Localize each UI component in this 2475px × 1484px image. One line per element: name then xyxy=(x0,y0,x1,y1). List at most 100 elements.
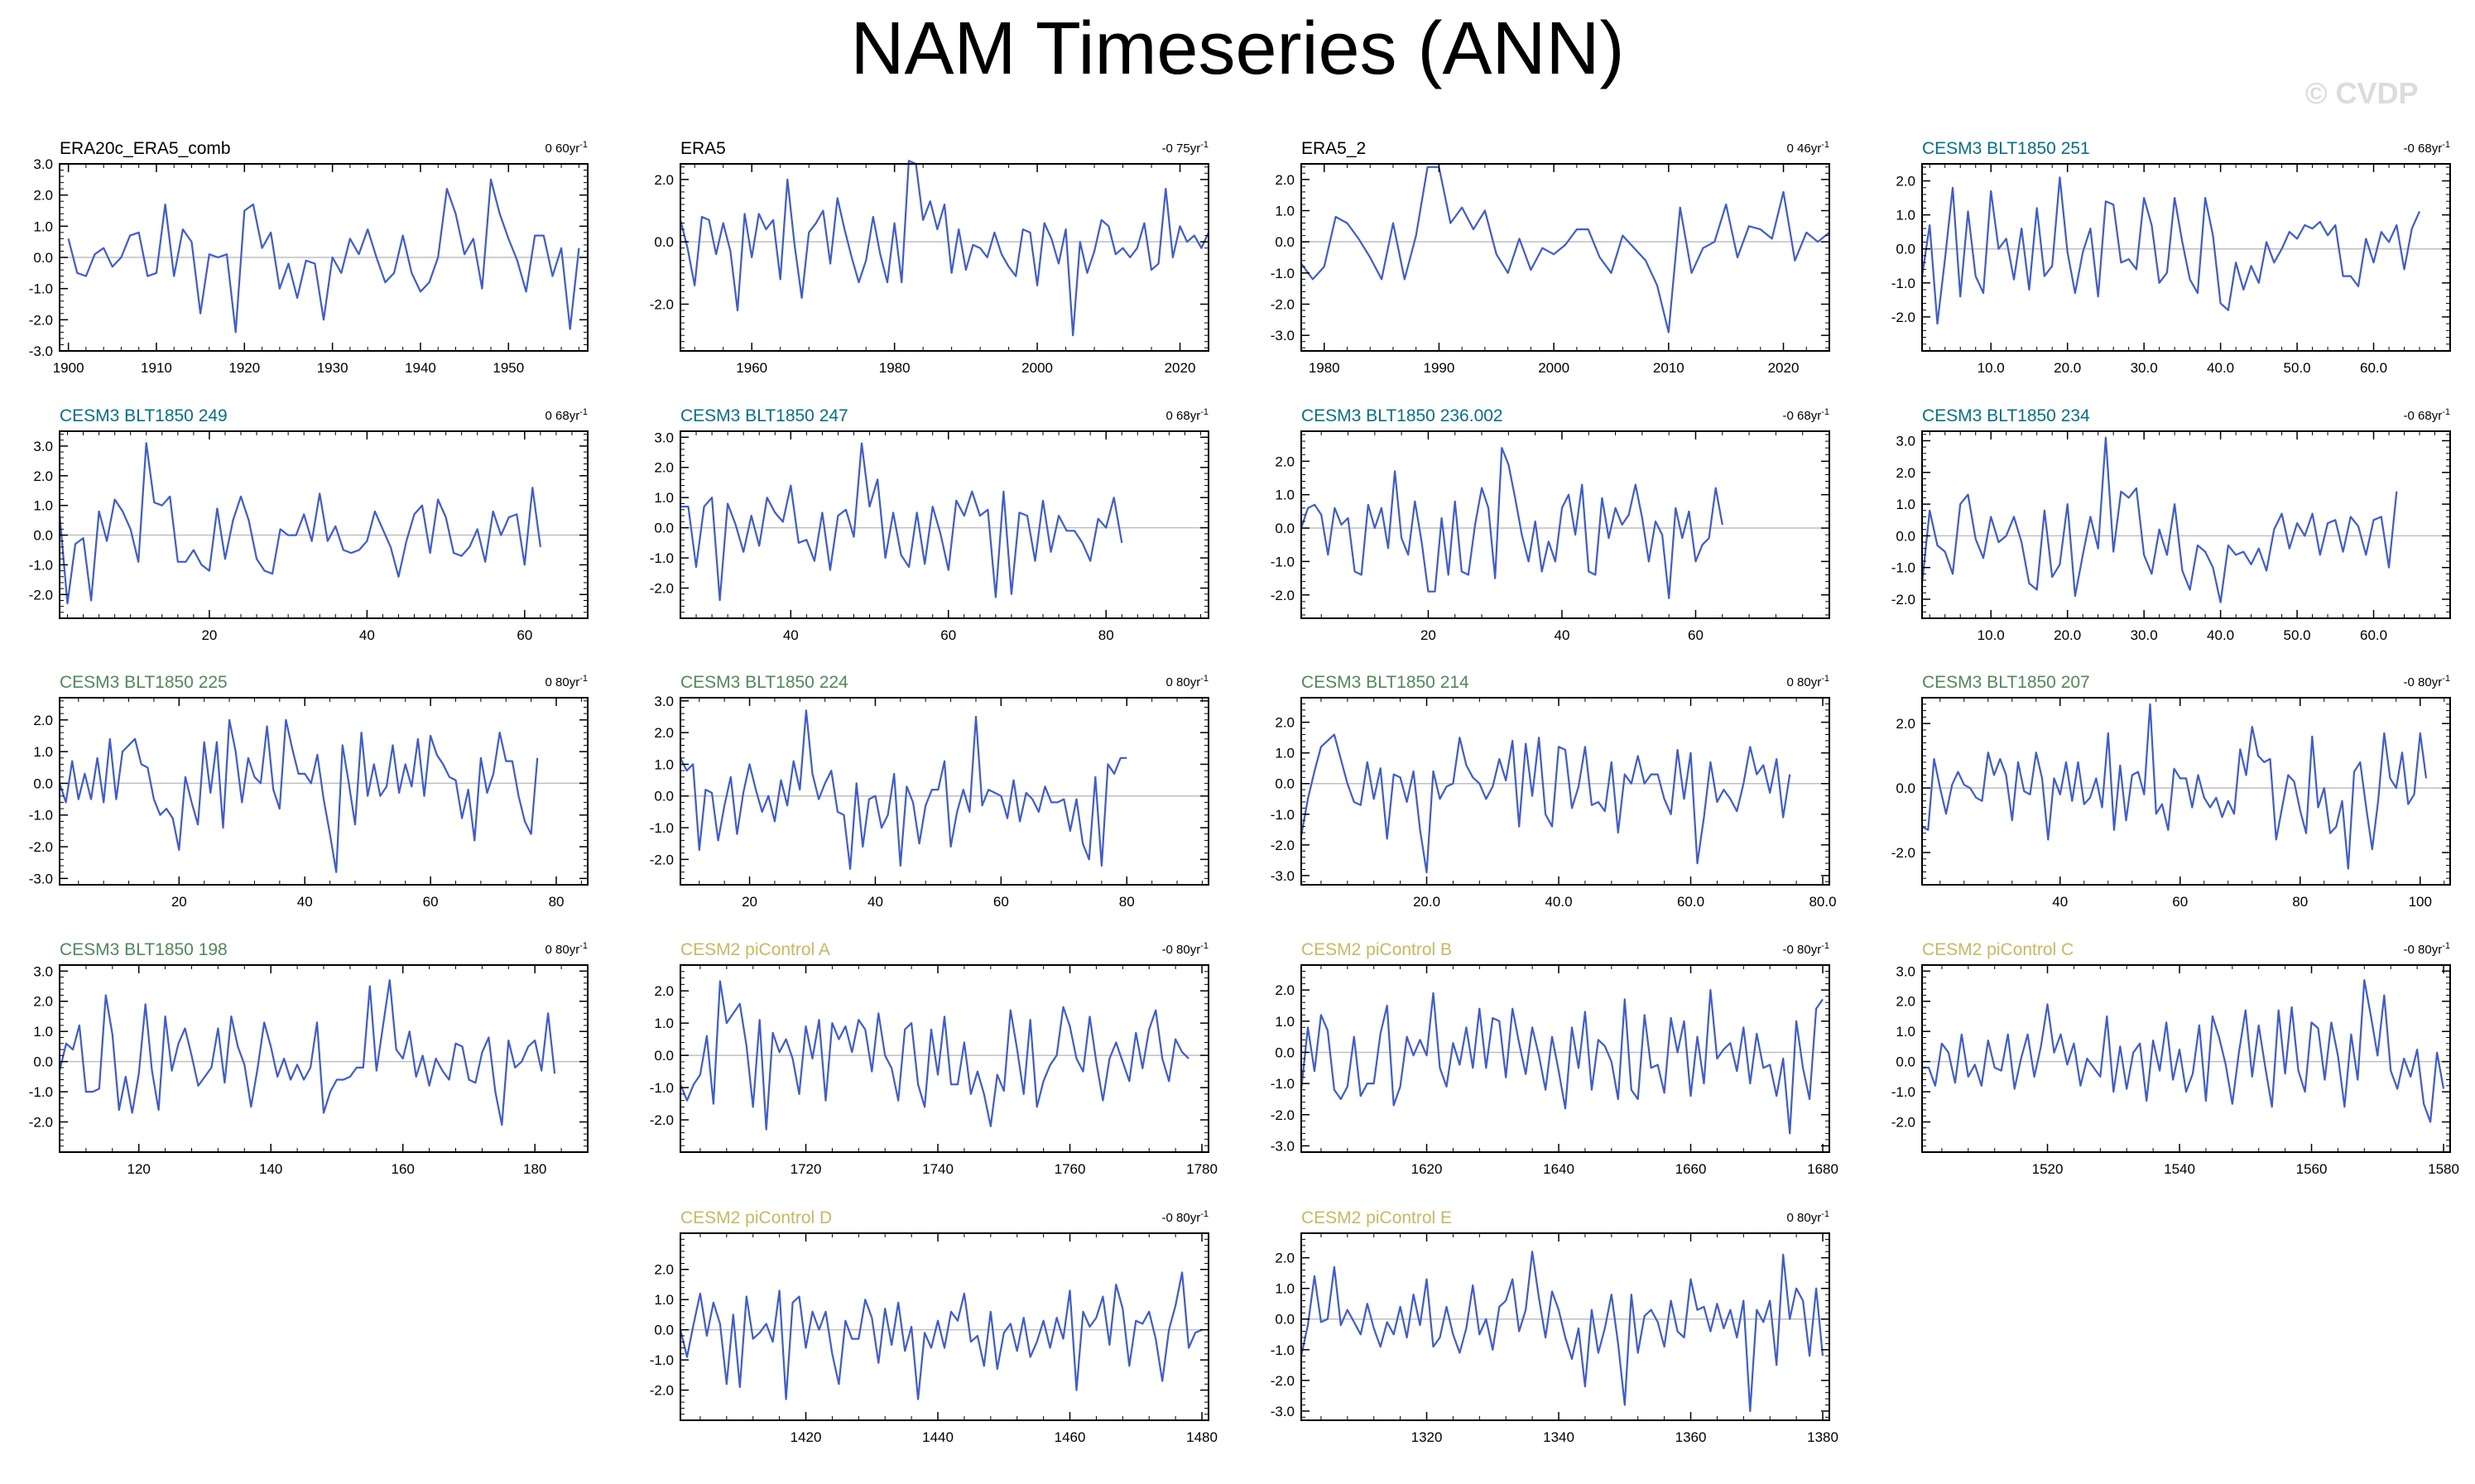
y-tick-label: -3.0 xyxy=(1271,1404,1295,1419)
x-tick-label: 40.0 xyxy=(1545,894,1572,910)
trend-superscript: -1 xyxy=(1200,674,1209,684)
y-tick-label: 3.0 xyxy=(1896,963,1915,979)
plot-frame xyxy=(59,964,589,1153)
trend-label: 0 60yr-1 xyxy=(545,140,588,156)
x-tick-label: 1480 xyxy=(1186,1429,1218,1445)
nam-series-line xyxy=(1300,1251,1824,1413)
y-tick-label: 2.0 xyxy=(33,713,53,728)
panel-18: CESM2 piControl E 0 80yr-1 2.0 1.0 0.0 -1.0 -2… xyxy=(1271,1208,1838,1445)
nam-series-line xyxy=(1920,176,2421,325)
panel-11: CESM3 BLT1850 214 0 80yr-1 2.0 1.0 0.0 -1.0 -2… xyxy=(1271,673,1837,910)
y-tick-label: 3.0 xyxy=(33,963,53,979)
x-tick-label: 1360 xyxy=(1675,1429,1707,1445)
trend-superscript: -1 xyxy=(1821,941,1829,951)
x-tick-label: 1900 xyxy=(53,360,84,376)
x-tick-label: 40 xyxy=(867,894,883,910)
panel-16: CESM2 piControl C -0 80yr-1 3.0 2.0 1.0 0.0 -1… xyxy=(1891,940,2459,1177)
x-tick-label: 1990 xyxy=(1424,360,1455,376)
y-tick-label: 2.0 xyxy=(1896,465,1915,481)
y-tick-label: -1.0 xyxy=(1891,1084,1915,1100)
y-tick-label: 0.0 xyxy=(33,776,53,791)
y-tick-label: -3.0 xyxy=(1271,328,1295,343)
x-tick-label: 60 xyxy=(940,627,956,643)
y-tick-label: 2.0 xyxy=(654,725,674,741)
trend-superscript: -1 xyxy=(1821,1209,1829,1219)
y-tick-label: -3.0 xyxy=(1271,868,1295,884)
x-tick-label: 40 xyxy=(359,627,375,643)
y-tick-label: 1.0 xyxy=(1275,746,1295,761)
y-tick-label: 2.0 xyxy=(33,468,53,484)
x-tick-label: 40 xyxy=(783,627,799,643)
y-tick-label: -1.0 xyxy=(29,281,53,297)
x-tick-label: 1520 xyxy=(2032,1161,2064,1177)
trend-superscript: -1 xyxy=(579,941,588,951)
y-tick-label: -2.0 xyxy=(1271,1373,1295,1389)
y-tick-label: 2.0 xyxy=(654,460,674,476)
y-tick-label: -1.0 xyxy=(650,1080,674,1096)
x-tick-label: 100 xyxy=(2409,894,2432,910)
x-tick-label: 1420 xyxy=(791,1429,822,1445)
trend-superscript: -1 xyxy=(2442,941,2450,951)
x-tick-label: 20 xyxy=(201,627,217,643)
y-tick-label: 0.0 xyxy=(1896,780,1915,796)
trend-superscript: -1 xyxy=(1200,941,1209,951)
y-tick-label: -2.0 xyxy=(650,852,674,867)
x-tick-label: 1560 xyxy=(2296,1161,2328,1177)
y-tick-label: -1.0 xyxy=(650,550,674,566)
panel-8: CESM3 BLT1850 234 -0 68yr-1 3.0 2.0 1.0 0.0 -1… xyxy=(1891,406,2451,643)
plot-frame xyxy=(680,163,1209,352)
y-tick-label: 0.0 xyxy=(654,521,674,536)
panel-title: ERA5 xyxy=(680,139,726,158)
x-tick-label: 80 xyxy=(1098,627,1114,643)
nam-series-line xyxy=(58,979,556,1126)
plot-frame xyxy=(680,1232,1209,1421)
x-tick-label: 1980 xyxy=(879,360,911,376)
x-tick-label: 1910 xyxy=(141,360,172,376)
y-tick-label: -2.0 xyxy=(29,1115,53,1131)
trend-superscript: -1 xyxy=(1821,140,1829,150)
y-tick-label: 1.0 xyxy=(1896,497,1915,512)
panel-title: CESM3 BLT1850 236.002 xyxy=(1301,406,1503,425)
trend-label: -0 80yr-1 xyxy=(1162,1209,1209,1225)
y-tick-label: 3.0 xyxy=(33,156,53,172)
trend-label: -0 75yr-1 xyxy=(1162,140,1209,156)
y-tick-label: -3.0 xyxy=(29,871,53,886)
x-tick-label: 30.0 xyxy=(2131,360,2158,376)
panel-title: ERA5_2 xyxy=(1301,139,1366,158)
trend-superscript: -1 xyxy=(1200,1209,1209,1219)
y-tick-label: 1.0 xyxy=(33,744,53,760)
y-tick-label: -1.0 xyxy=(1271,1342,1295,1358)
panel-title: CESM3 BLT1850 249 xyxy=(60,406,228,425)
trend-label: 0 46yr-1 xyxy=(1787,140,1829,156)
nam-series-line xyxy=(1300,733,1791,874)
nam-series-line xyxy=(1922,979,2445,1123)
x-tick-label: 40 xyxy=(2052,894,2068,910)
y-tick-label: 1.0 xyxy=(33,1024,53,1040)
y-tick-label: -2.0 xyxy=(1891,845,1915,861)
trend-label: 0 80yr-1 xyxy=(1166,674,1209,689)
y-tick-label: -1.0 xyxy=(1891,276,1915,291)
x-tick-label: 60.0 xyxy=(2360,627,2387,643)
nam-series-line xyxy=(58,718,539,873)
x-tick-label: 1540 xyxy=(2164,1161,2195,1177)
x-tick-label: 1920 xyxy=(228,360,260,376)
x-tick-label: 2020 xyxy=(1768,360,1800,376)
y-tick-label: -1.0 xyxy=(1271,807,1295,823)
y-tick-label: -1.0 xyxy=(29,1084,53,1100)
x-tick-label: 1660 xyxy=(1675,1161,1707,1177)
y-tick-label: 0.0 xyxy=(33,1054,53,1070)
x-tick-label: 80 xyxy=(549,894,565,910)
x-tick-label: 1680 xyxy=(1807,1161,1838,1177)
panel-14: CESM2 piControl A -0 80yr-1 2.0 1.0 0.0 -1.0 -… xyxy=(650,940,1218,1177)
x-tick-label: 40 xyxy=(1555,627,1570,643)
y-tick-label: -2.0 xyxy=(1271,297,1295,313)
y-tick-label: 2.0 xyxy=(1275,454,1295,469)
y-tick-label: -1.0 xyxy=(650,1352,674,1368)
panel-17: CESM2 piControl D -0 80yr-1 2.0 1.0 0.0 -1.0 -… xyxy=(650,1208,1218,1445)
x-tick-label: 40 xyxy=(297,894,313,910)
plot-frame xyxy=(1921,964,2451,1153)
nam-series-line xyxy=(679,160,1210,337)
y-tick-label: 0.0 xyxy=(1275,521,1295,536)
x-tick-label: 1380 xyxy=(1807,1429,1838,1445)
nam-series-line xyxy=(1300,166,1830,334)
